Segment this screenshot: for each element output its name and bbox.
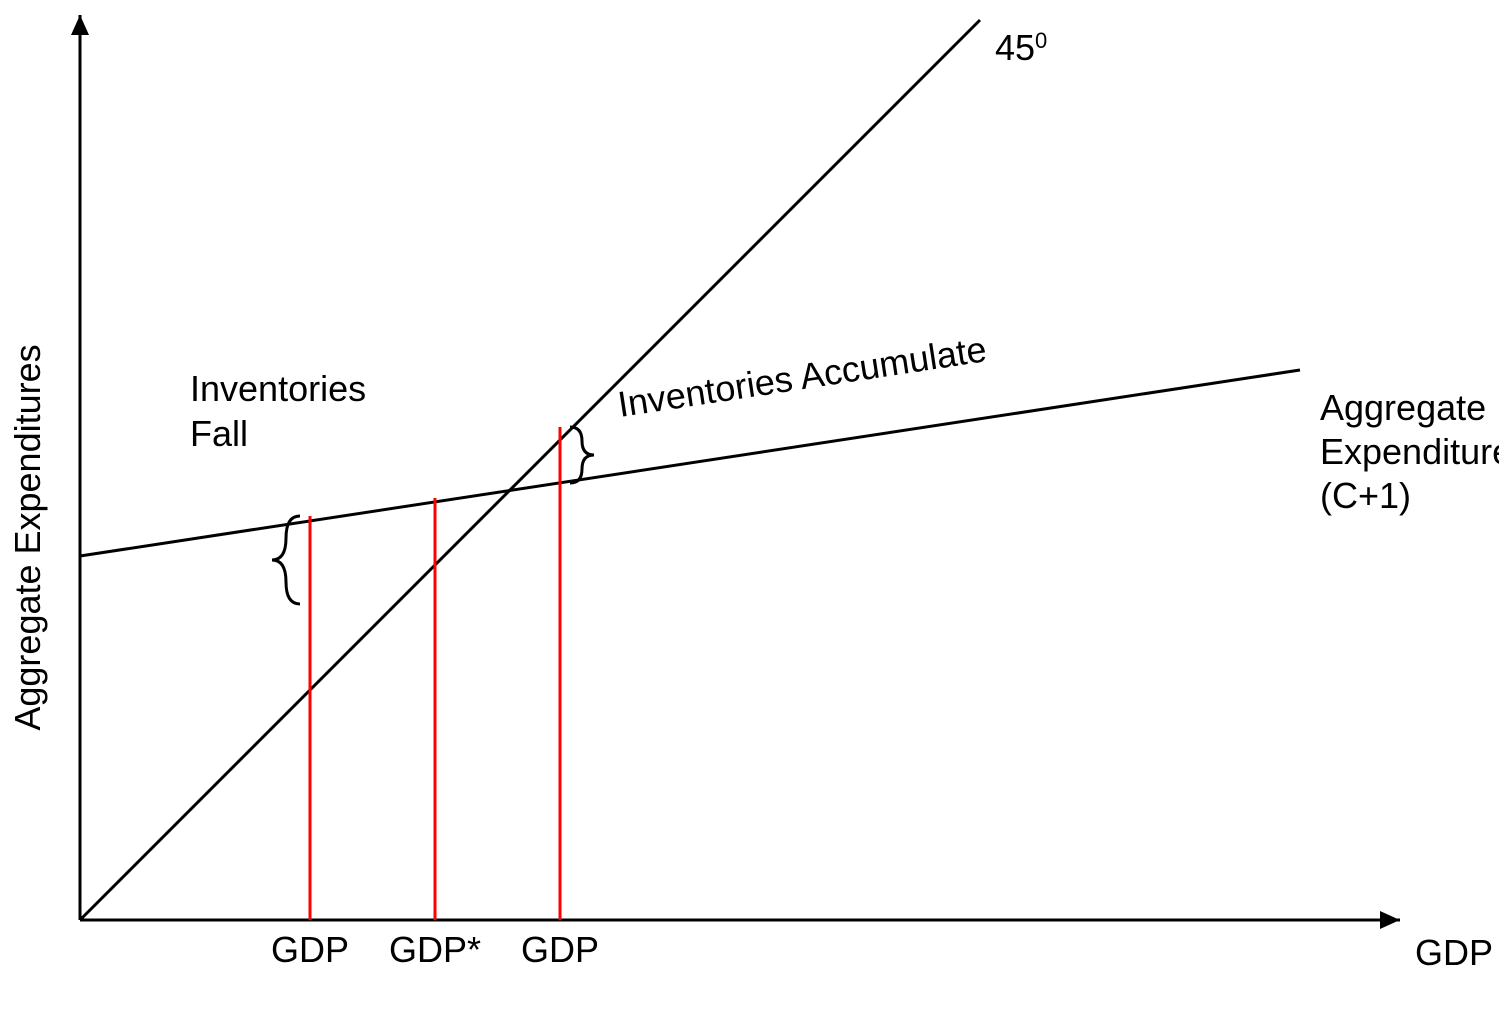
ae-label-line3: (C+1) (1320, 475, 1411, 516)
x-axis-label: GDP (1415, 932, 1493, 973)
ae-label-line1: Aggregate (1320, 387, 1486, 428)
ae-label-line2: Expenditures (1320, 431, 1499, 472)
label-inventories-fall-2: Fall (190, 413, 248, 454)
x-tick-label-gdp-high: GDP (521, 929, 599, 970)
x-tick-label-gdp-star: GDP* (389, 929, 481, 970)
y-axis-label: Aggregate Expenditures (7, 344, 48, 730)
label-inventories-fall-1: Inventories (190, 368, 366, 409)
x-tick-label-gdp-low: GDP (271, 929, 349, 970)
